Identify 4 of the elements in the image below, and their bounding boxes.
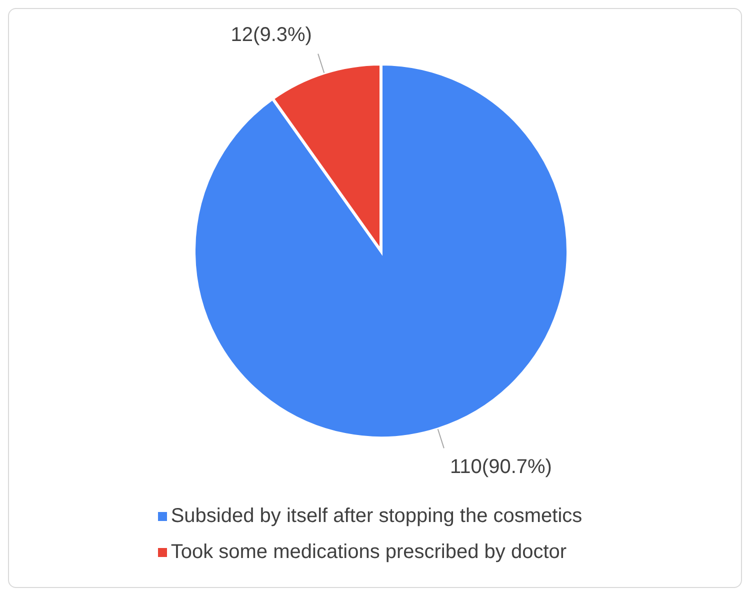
legend-label: Took some medications prescribed by doctor — [170, 541, 567, 563]
data-label: 110(90.7%) — [450, 456, 552, 478]
legend-label: Subsided by itself after stopping the cosmetics — [170, 505, 582, 527]
data-label: 12(9.3%) — [230, 24, 312, 46]
